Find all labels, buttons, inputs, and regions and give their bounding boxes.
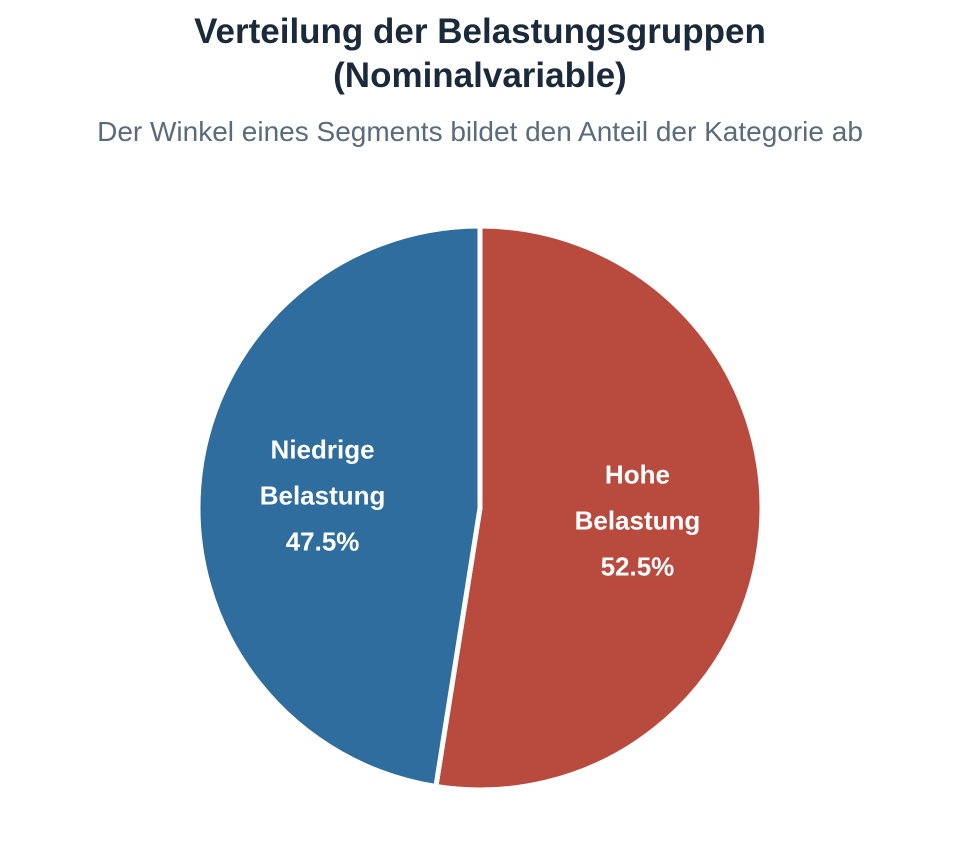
pie-slices [195, 223, 765, 793]
pie-slice-1 [195, 223, 483, 790]
chart-title-line-2: (Nominalvariable) [333, 56, 627, 95]
slice-value: 52.5% [601, 551, 675, 581]
pie-slice-label-0: Hohe Belastung 52.5% [575, 459, 701, 581]
slice-label-line-2: Belastung [575, 505, 701, 535]
pie-labels: Hohe Belastung 52.5% Niedrige Belastung 47.5% [260, 435, 701, 582]
chart-subtitle: Der Winkel eines Segments bildet den Ant… [97, 116, 863, 147]
slice-label-line-1: Niedrige [271, 435, 375, 465]
pie-slice-label-1: Niedrige Belastung 47.5% [260, 435, 386, 557]
slice-label-line-1: Hohe [605, 459, 670, 489]
chart-title: Verteilung der Belastungsgruppen (Nomina… [0, 10, 960, 98]
slice-label-line-2: Belastung [260, 481, 386, 511]
slice-value: 47.5% [286, 527, 360, 557]
chart-title-line-1: Verteilung der Belastungsgruppen [194, 12, 766, 51]
pie-slice-0 [433, 223, 765, 793]
